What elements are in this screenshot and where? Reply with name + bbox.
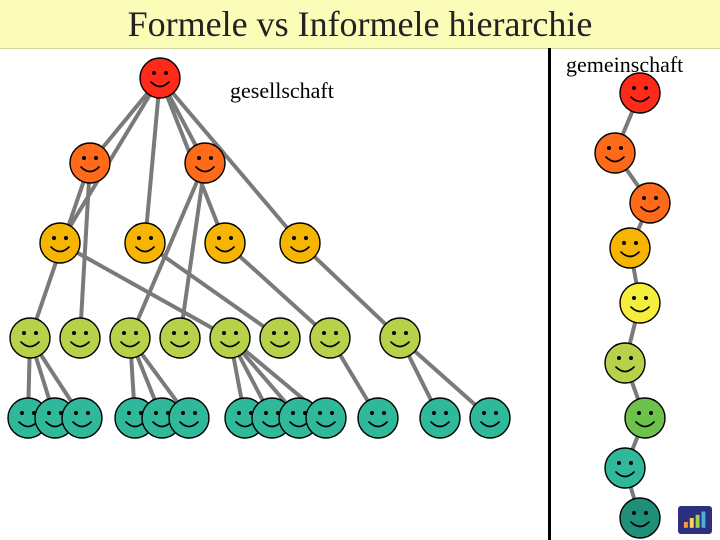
logo-icon — [678, 506, 712, 534]
smiley-node — [620, 283, 660, 323]
smiley-node — [306, 398, 346, 438]
smiley-node — [280, 223, 320, 263]
smiley-node — [380, 318, 420, 358]
smiley-node — [185, 143, 225, 183]
smiley-node — [205, 223, 245, 263]
smiley-node — [60, 318, 100, 358]
smiley-node — [595, 133, 635, 173]
page-title: Formele vs Informele hierarchie — [128, 3, 593, 45]
title-bar: Formele vs Informele hierarchie — [0, 0, 720, 49]
smiley-node — [310, 318, 350, 358]
smiley-node — [160, 318, 200, 358]
smiley-node — [10, 318, 50, 358]
smiley-node — [70, 143, 110, 183]
smiley-node — [110, 318, 150, 358]
smiley-node — [605, 343, 645, 383]
smiley-node — [140, 58, 180, 98]
smiley-node — [40, 223, 80, 263]
smiley-node — [620, 498, 660, 538]
smiley-node — [125, 223, 165, 263]
smiley-node — [610, 228, 650, 268]
smiley-node — [358, 398, 398, 438]
smiley-node — [62, 398, 102, 438]
smiley-node — [630, 183, 670, 223]
diagram-canvas — [0, 48, 720, 540]
smiley-node — [605, 448, 645, 488]
smiley-node — [420, 398, 460, 438]
smiley-node — [620, 73, 660, 113]
smiley-node — [625, 398, 665, 438]
smiley-node — [210, 318, 250, 358]
smiley-node — [169, 398, 209, 438]
smiley-node — [470, 398, 510, 438]
smiley-node — [260, 318, 300, 358]
